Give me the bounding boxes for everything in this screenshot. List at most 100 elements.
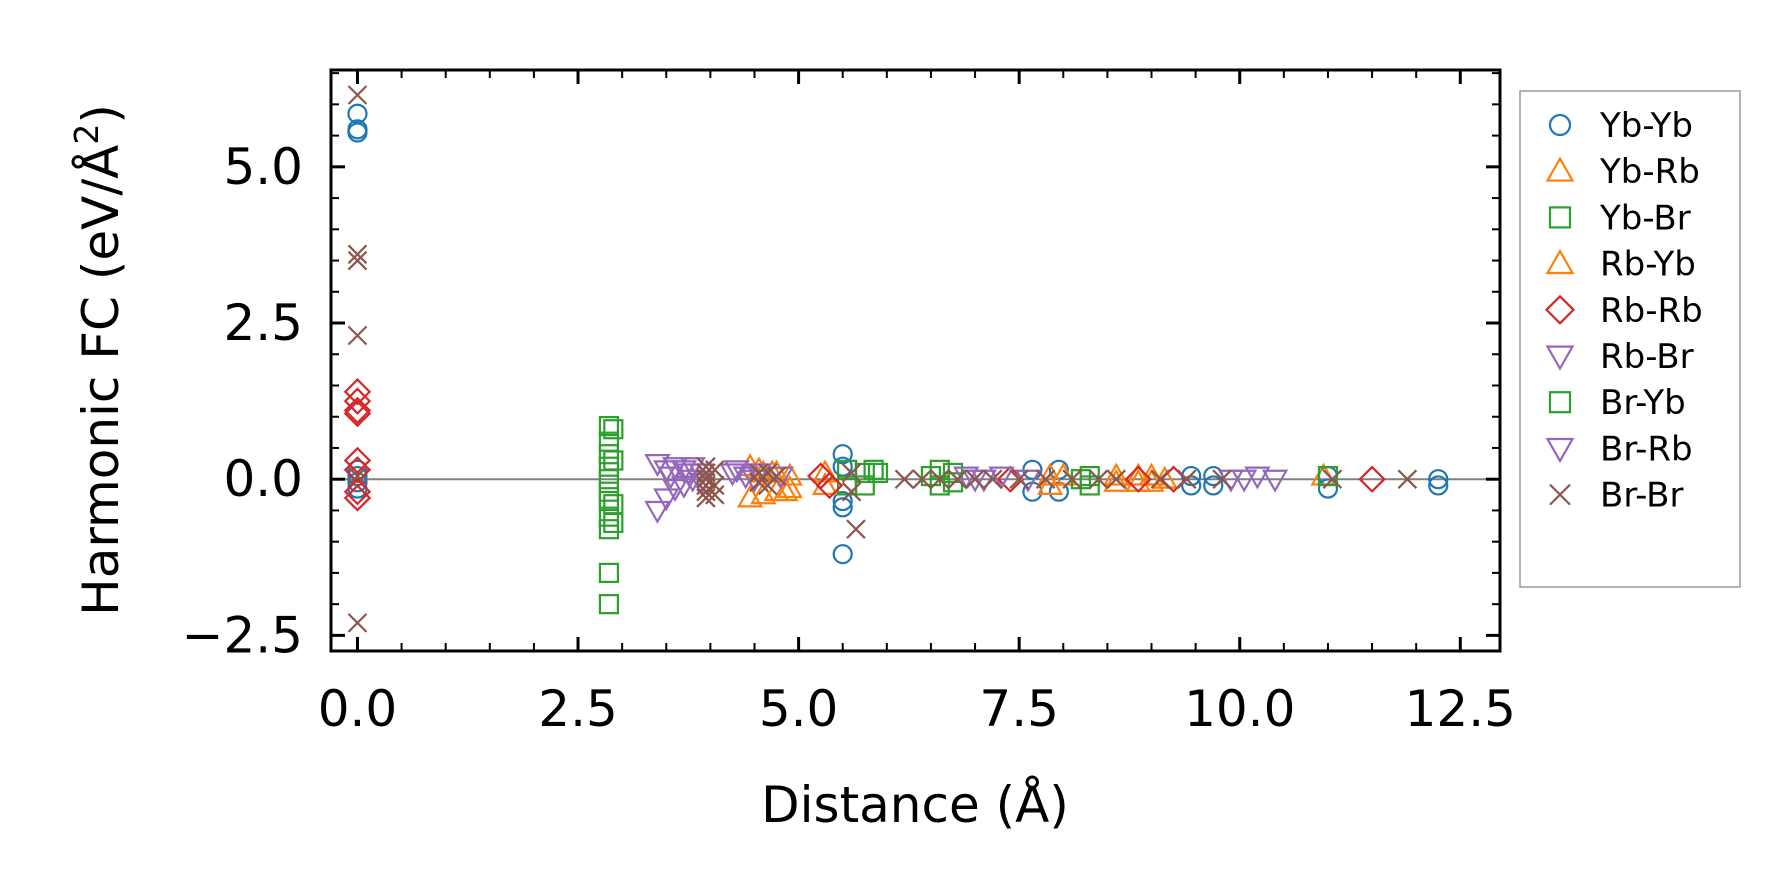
data-point — [772, 478, 799, 502]
data-point — [657, 466, 684, 490]
legend-item-rb-rb: Rb-Rb — [1544, 291, 1703, 331]
data-point — [832, 444, 853, 465]
data-point — [705, 475, 725, 496]
data-point — [603, 419, 624, 440]
x-tick-label: 10.0 — [1184, 680, 1295, 738]
data-point — [1428, 475, 1449, 496]
legend-item-br-yb: Br-Yb — [1548, 383, 1686, 423]
data-point — [343, 446, 372, 475]
data-point — [603, 450, 624, 471]
data-point — [1181, 475, 1202, 496]
legend-marker — [1545, 248, 1575, 275]
legend: Yb-Yb Yb-Rb Yb-Br Rb-Yb Rb-Rb Rb-Br Br-Yb Br-Rb… — [1519, 90, 1741, 588]
legend-label: Rb-Br — [1600, 337, 1694, 377]
axes-frame — [329, 68, 1502, 653]
data-point — [598, 490, 620, 512]
legend-marker — [1544, 294, 1576, 325]
y-axis-label-main: Harmonic FC (eV/Å — [72, 145, 130, 616]
data-point — [347, 613, 368, 633]
data-point — [982, 469, 1003, 489]
data-point — [347, 85, 368, 105]
data-point — [811, 459, 839, 483]
data-series-layer — [343, 85, 1449, 633]
legend-marker — [1548, 391, 1572, 414]
data-point — [815, 471, 844, 500]
data-point — [832, 497, 853, 518]
legend-label: Yb-Rb — [1599, 152, 1700, 192]
data-point — [1212, 469, 1232, 489]
data-point — [1203, 475, 1224, 496]
data-point — [598, 506, 620, 527]
data-point — [1358, 465, 1386, 493]
data-point — [846, 519, 866, 539]
data-point — [1088, 469, 1109, 489]
data-point — [719, 463, 746, 487]
data-point — [343, 456, 372, 484]
data-point — [776, 475, 803, 499]
legend-item-br-br: Br-Br — [1549, 476, 1684, 516]
data-point — [347, 325, 368, 346]
data-point — [832, 490, 853, 512]
legend-label: Rb-Yb — [1600, 245, 1696, 285]
legend-box — [1519, 90, 1741, 588]
y-axis-label: Harmonic FC (eV/Å2) — [67, 104, 130, 616]
legend-label: Rb-Rb — [1600, 291, 1703, 331]
data-point — [598, 415, 620, 437]
legend-marker — [1545, 345, 1575, 371]
data-point — [1244, 466, 1271, 490]
legend-item-yb-rb: Yb-Rb — [1545, 152, 1700, 192]
y-tick-label: 2.5 — [223, 294, 303, 352]
data-point — [598, 444, 620, 465]
series-rb-rb — [343, 378, 1386, 512]
data-point — [1048, 481, 1069, 502]
data-point — [347, 466, 368, 486]
x-axis-label: Distance (Å) — [761, 776, 1069, 834]
data-point — [598, 519, 620, 540]
data-point — [1150, 469, 1171, 489]
data-point — [598, 594, 620, 615]
legend-label: Yb-Br — [1599, 198, 1691, 238]
data-point — [705, 460, 725, 480]
data-point — [705, 485, 725, 505]
data-point — [1230, 469, 1258, 493]
data-point — [894, 469, 915, 489]
data-point — [1103, 462, 1130, 486]
data-point — [343, 399, 372, 428]
data-point — [343, 396, 372, 425]
legend-item-yb-br: Yb-Br — [1548, 198, 1691, 238]
data-point — [343, 477, 372, 506]
data-point — [920, 465, 942, 487]
legend-item-br-rb: Br-Rb — [1545, 429, 1693, 469]
data-point — [1125, 462, 1152, 486]
y-tick-label: 0.0 — [223, 450, 303, 508]
data-point — [1261, 469, 1289, 493]
data-point — [347, 250, 368, 271]
data-point — [1062, 469, 1082, 489]
data-point — [1035, 469, 1056, 489]
x-tick-label: 5.0 — [759, 680, 839, 738]
data-point — [1317, 478, 1339, 499]
x-tick-label: 2.5 — [538, 680, 618, 738]
data-point — [603, 512, 624, 534]
data-point — [867, 462, 889, 484]
data-point — [776, 462, 803, 486]
y-tick-label: −2.5 — [182, 606, 303, 664]
legend-marker — [1549, 483, 1571, 506]
data-point — [947, 469, 968, 489]
legend-label: Br-Br — [1600, 476, 1684, 516]
legend-label: Br-Rb — [1600, 429, 1693, 469]
series-yb-yb — [347, 103, 1449, 565]
x-tick-label: 0.0 — [318, 680, 398, 738]
series-br-br — [347, 85, 1418, 633]
plot-area: 0.0 2.5 5.0 7.5 10.0 12.5 −2.5 0.0 2.5 5.0 — [182, 68, 1516, 738]
data-point — [1322, 469, 1343, 489]
data-point — [1177, 469, 1197, 489]
data-point — [675, 463, 702, 487]
data-point — [343, 387, 372, 415]
series-yb-br — [598, 415, 1339, 615]
data-point — [343, 378, 372, 406]
x-tick-label: 12.5 — [1405, 680, 1516, 738]
legend-marker — [1548, 206, 1572, 229]
legend-marker — [1545, 437, 1575, 464]
